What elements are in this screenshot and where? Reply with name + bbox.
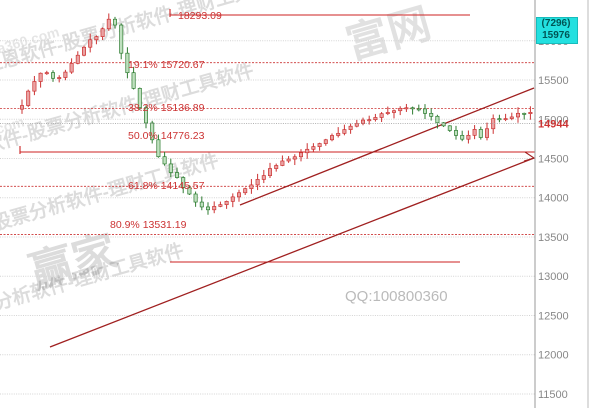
svg-text:13000: 13000 bbox=[538, 271, 569, 283]
svg-text:50.0% 14776.23: 50.0% 14776.23 bbox=[128, 130, 205, 142]
svg-text:13500: 13500 bbox=[538, 232, 569, 244]
svg-text:38.2% 15136.89: 38.2% 15136.89 bbox=[128, 102, 205, 114]
svg-text:14000: 14000 bbox=[538, 193, 569, 205]
svg-text:11500: 11500 bbox=[538, 389, 568, 401]
svg-text:19.1% 15720.67: 19.1% 15720.67 bbox=[128, 59, 205, 71]
svg-text:80.9% 13531.19: 80.9% 13531.19 bbox=[110, 219, 187, 231]
svg-text:18293.09: 18293.09 bbox=[178, 10, 222, 22]
svg-text:14944: 14944 bbox=[538, 119, 569, 131]
svg-text:12500: 12500 bbox=[538, 310, 569, 322]
svg-text:15500: 15500 bbox=[538, 75, 569, 87]
svg-text:14500: 14500 bbox=[538, 153, 569, 165]
svg-text:61.8% 14145.57: 61.8% 14145.57 bbox=[128, 180, 205, 192]
svg-text:12000: 12000 bbox=[538, 350, 569, 362]
